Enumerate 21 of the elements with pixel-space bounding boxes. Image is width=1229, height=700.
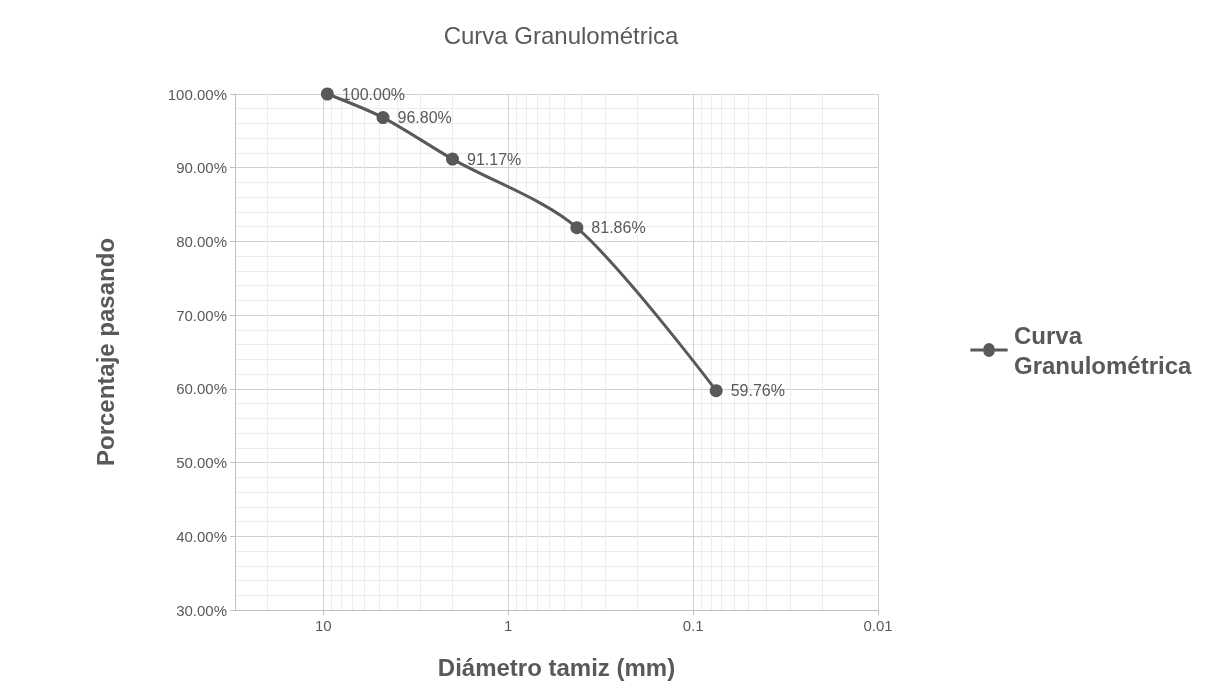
data-label: 59.76% [730,382,785,400]
legend-label: Curva Granulométrica [1014,321,1193,379]
y-axis-title: Porcentaje pasando [91,237,119,467]
x-tick-label: 0.01 [863,617,893,634]
x-tick-label: 1 [503,617,513,634]
x-tick-label: 10 [314,617,332,634]
y-tick-label: 40.00% [176,527,227,545]
y-tick-label: 50.00% [176,454,227,472]
y-tick-label: 70.00% [176,306,227,324]
y-tick-label: 60.00% [176,380,227,398]
data-label: 91.17% [466,150,522,168]
chart-title: Curva Granulométrica [443,21,680,49]
x-tick-label: 0.1 [682,617,704,634]
data-label: 96.80% [397,109,452,127]
y-tick-label: 90.00% [176,159,227,177]
data-label: 81.86% [591,219,646,237]
y-tick-label: 100.00% [167,85,227,103]
y-tick-label: 30.00% [176,601,227,619]
data-label: 100.00% [341,85,406,103]
x-axis-title: Diámetro tamiz (mm) [437,653,676,681]
y-tick-label: 80.00% [176,232,227,250]
